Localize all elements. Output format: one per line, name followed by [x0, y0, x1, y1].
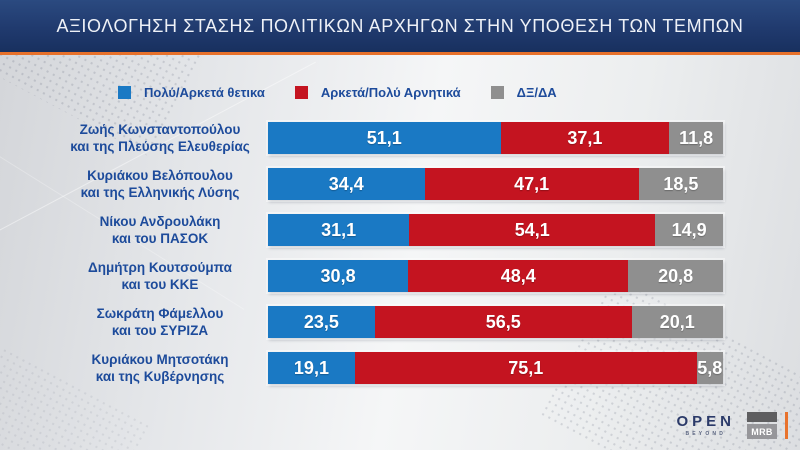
value-label: 56,5 — [485, 311, 521, 332]
page-title: ΑΞΙΟΛΟΓΗΣΗ ΣΤΑΣΗΣ ΠΟΛΙΤΙΚΩΝ ΑΡΧΗΓΩΝ ΣΤΗΝ… — [56, 15, 744, 36]
leader-name: Σωκράτη Φάμελλου — [96, 305, 224, 321]
bar-segment-negative: 47,1 — [424, 168, 639, 200]
bar-segment-negative: 75,1 — [354, 352, 697, 384]
chart-row: Ζωής Κωνσταντοπούλου και της Πλεύσης Ελε… — [62, 122, 723, 154]
leader-label: Δημήτρη Κουτσούμπα και του ΚΚΕ — [62, 259, 258, 294]
value-label: 5,8 — [697, 357, 723, 378]
chart-row: Σωκράτη Φάμελλου και του ΣΥΡΙΖΑ 23,5 56,… — [62, 306, 723, 338]
legend-label: ΔΞ/ΔΑ — [516, 85, 557, 100]
leader-label: Κυριάκου Μητσοτάκη και της Κυβέρνησης — [62, 351, 258, 386]
value-label: 20,8 — [658, 265, 694, 286]
party-name: και της Πλεύσης Ελευθερίας — [70, 139, 250, 154]
legend-swatch-red — [294, 86, 308, 99]
chart-row: Κυριάκου Βελόπουλου και της Ελληνικής Λύ… — [62, 168, 723, 200]
bar-segment-dontknow: 5,8 — [696, 352, 723, 384]
legend-label: Αρκετά/Πολύ Αρνητικά — [320, 85, 461, 100]
legend: Πολύ/Αρκετά θετικα Αρκετά/Πολύ Αρνητικά … — [118, 85, 557, 100]
leader-label: Νίκου Ανδρουλάκη και του ΠΑΣΟΚ — [62, 213, 258, 248]
stacked-bar: 51,1 37,1 11,8 — [268, 122, 723, 154]
stacked-bar: 34,4 47,1 18,5 — [268, 168, 723, 200]
mrb-logo-text: MRB — [751, 426, 773, 437]
stacked-bar: 31,1 54,1 14,9 — [268, 214, 723, 246]
value-label: 47,1 — [514, 173, 550, 194]
bar-segment-positive: 30,8 — [268, 260, 409, 292]
chart-rows: Ζωής Κωνσταντοπούλου και της Πλεύσης Ελε… — [62, 122, 723, 384]
bar-segment-dontknow: 20,8 — [628, 260, 723, 292]
value-label: 18,5 — [663, 173, 699, 194]
leader-label: Ζωής Κωνσταντοπούλου και της Πλεύσης Ελε… — [62, 121, 258, 156]
bar-segment-positive: 19,1 — [268, 352, 355, 384]
legend-label: Πολύ/Αρκετά θετικα — [144, 85, 265, 100]
value-label: 11,8 — [679, 127, 714, 148]
value-label: 48,4 — [500, 265, 536, 286]
chart-row: Κυριάκου Μητσοτάκη και της Κυβέρνησης 19… — [62, 352, 723, 384]
value-label: 54,1 — [514, 219, 550, 240]
bar-segment-dontknow: 11,8 — [669, 122, 723, 154]
stacked-bar: 19,1 75,1 5,8 — [268, 352, 723, 384]
value-label: 75,1 — [508, 357, 544, 378]
value-label: 51,1 — [366, 127, 402, 148]
bar-segment-dontknow: 14,9 — [655, 214, 723, 246]
party-name: και της Κυβέρνησης — [95, 369, 225, 384]
stacked-bar: 30,8 48,4 20,8 — [268, 260, 723, 292]
legend-swatch-blue — [118, 86, 131, 99]
legend-item-dontknow: ΔΞ/ΔΑ — [490, 85, 557, 100]
mrb-logo: MRB — [747, 412, 777, 439]
party-name: και του ΠΑΣΟΚ — [111, 231, 209, 246]
mrb-logo-box: MRB — [747, 424, 777, 439]
bar-segment-negative: 48,4 — [408, 260, 629, 292]
bar-segment-positive: 34,4 — [268, 168, 425, 200]
leader-name: Δημήτρη Κουτσούμπα — [88, 259, 232, 275]
footer-logos: OPEN BEYOND MRB — [676, 412, 788, 439]
leader-name: Κυριάκου Βελόπουλου — [87, 167, 233, 183]
value-label: 14,9 — [671, 219, 707, 240]
stacked-bar: 23,5 56,5 20,1 — [268, 306, 723, 338]
leader-name: Ζωής Κωνσταντοπούλου — [79, 121, 241, 137]
value-label: 37,1 — [567, 127, 603, 148]
value-label: 34,4 — [328, 173, 364, 194]
party-name: και του ΣΥΡΙΖΑ — [111, 323, 209, 338]
leader-label: Σωκράτη Φάμελλου και του ΣΥΡΙΖΑ — [62, 305, 258, 340]
leader-name: Κυριάκου Μητσοτάκη — [91, 351, 229, 367]
legend-item-negative: Αρκετά/Πολύ Αρνητικά — [294, 85, 461, 100]
value-label: 23,5 — [303, 311, 339, 332]
open-channel-logo: OPEN BEYOND — [676, 414, 735, 437]
bar-segment-positive: 23,5 — [268, 306, 375, 338]
value-label: 31,1 — [321, 219, 357, 240]
bar-segment-positive: 31,1 — [268, 214, 410, 246]
bar-segment-positive: 51,1 — [268, 122, 501, 154]
leader-name: Νίκου Ανδρουλάκη — [99, 213, 221, 229]
chart-row: Δημήτρη Κουτσούμπα και του ΚΚΕ 30,8 48,4… — [62, 260, 723, 292]
party-name: και της Ελληνικής Λύσης — [80, 185, 240, 200]
title-bar: ΑΞΙΟΛΟΓΗΣΗ ΣΤΑΣΗΣ ΠΟΛΙΤΙΚΩΝ ΑΡΧΗΓΩΝ ΣΤΗΝ… — [0, 0, 800, 55]
orange-divider — [785, 412, 788, 439]
bar-segment-negative: 37,1 — [500, 122, 670, 154]
open-logo-subtext: BEYOND — [685, 431, 727, 437]
value-label: 30,8 — [320, 265, 356, 286]
legend-swatch-gray — [490, 86, 504, 99]
open-logo-text: OPEN — [676, 413, 735, 430]
mrb-logo-bar — [747, 412, 777, 422]
bar-segment-dontknow: 20,1 — [631, 306, 723, 338]
leader-label: Κυριάκου Βελόπουλου και της Ελληνικής Λύ… — [62, 167, 258, 202]
bar-segment-negative: 56,5 — [374, 306, 632, 338]
value-label: 19,1 — [293, 357, 329, 378]
chart-row: Νίκου Ανδρουλάκη και του ΠΑΣΟΚ 31,1 54,1… — [62, 214, 723, 246]
value-label: 20,1 — [659, 311, 695, 332]
bar-segment-negative: 54,1 — [409, 214, 656, 246]
bar-segment-dontknow: 18,5 — [638, 168, 723, 200]
legend-item-positive: Πολύ/Αρκετά θετικα — [118, 85, 265, 100]
party-name: και του ΚΚΕ — [121, 277, 199, 292]
